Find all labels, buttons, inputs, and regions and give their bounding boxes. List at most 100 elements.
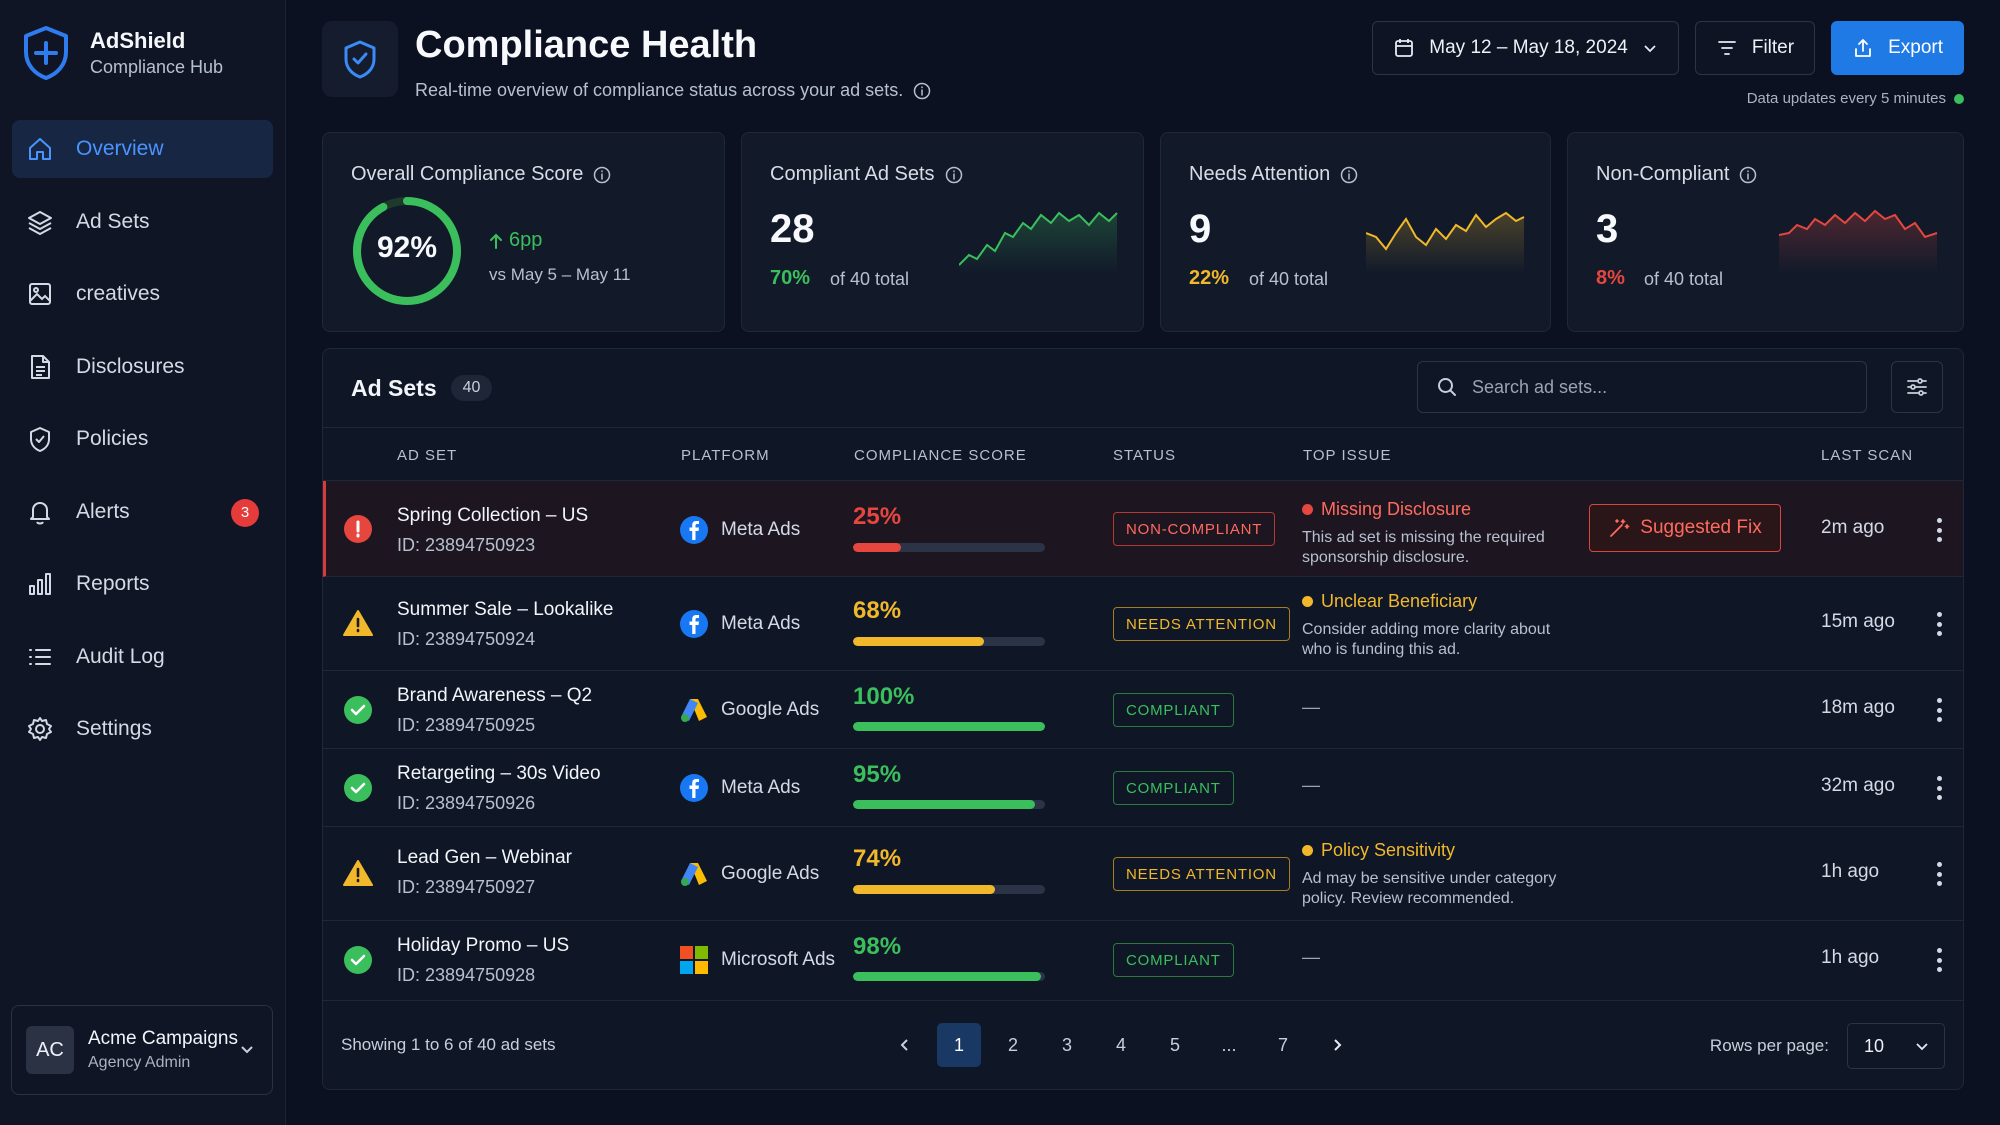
- info-icon[interactable]: [593, 166, 611, 184]
- row-actions-menu[interactable]: [1927, 859, 1951, 889]
- sidebar-item-policies[interactable]: Policies: [12, 410, 273, 468]
- compliance-score: 100%: [853, 683, 915, 710]
- ad-set-name[interactable]: Summer Sale – Lookalike: [397, 599, 614, 620]
- ad-set-name[interactable]: Spring Collection – US: [397, 505, 589, 526]
- issue-dot: [1302, 845, 1313, 856]
- column-settings-button[interactable]: [1891, 361, 1943, 413]
- export-button[interactable]: Export: [1831, 21, 1964, 75]
- sidebar-item-settings[interactable]: Settings: [12, 700, 273, 758]
- table-row[interactable]: Lead Gen – Webinar ID: 23894750927 Googl…: [323, 827, 1963, 921]
- brand-name: AdShield: [90, 28, 186, 53]
- suggested-fix-button[interactable]: Suggested Fix: [1589, 504, 1781, 552]
- score-bar: [853, 637, 1045, 646]
- card-title-text: Overall Compliance Score: [351, 163, 584, 185]
- account-switcher[interactable]: AC Acme Campaigns Agency Admin: [11, 1005, 273, 1095]
- column-header-compliance-score[interactable]: COMPLIANCE SCORE: [854, 447, 1027, 464]
- score-value: 92%: [376, 231, 438, 264]
- top-issue-empty: —: [1302, 775, 1320, 795]
- sidebar-item-disclosures[interactable]: Disclosures: [12, 338, 273, 396]
- column-header-last-scan[interactable]: LAST SCAN: [1821, 447, 1914, 464]
- shield-logo-icon: [24, 26, 68, 80]
- compliant-sparkline: [959, 211, 1118, 273]
- page-button[interactable]: 4: [1115, 1034, 1126, 1055]
- table-row[interactable]: Holiday Promo – US ID: 23894750928 Micro…: [323, 921, 1963, 1001]
- sidebar-item-creatives[interactable]: creatives: [12, 265, 273, 323]
- column-header-ad-set[interactable]: AD SET: [397, 447, 458, 464]
- alerts-count-badge: 3: [231, 498, 259, 527]
- gear-icon: [28, 717, 52, 741]
- ad-set-name[interactable]: Retargeting – 30s Video: [397, 763, 601, 784]
- sidebar: AdShield Compliance Hub Overview Ad Sets…: [0, 0, 286, 1125]
- prev-page-button[interactable]: [883, 1023, 927, 1067]
- page-button[interactable]: 3: [1061, 1034, 1072, 1055]
- table-row[interactable]: Spring Collection – US ID: 23894750923 M…: [323, 481, 1963, 577]
- score-bar: [853, 543, 1045, 552]
- sidebar-item-alerts[interactable]: Alerts 3: [12, 483, 273, 541]
- ad-set-id: ID: 23894750923: [397, 535, 536, 555]
- status-badge: COMPLIANT: [1113, 693, 1234, 727]
- page-ellipsis: ...: [1221, 1034, 1237, 1055]
- score-bar-fill: [853, 637, 984, 646]
- sidebar-item-reports[interactable]: Reports: [12, 555, 273, 613]
- page-button[interactable]: 5: [1169, 1034, 1180, 1055]
- table-row[interactable]: Brand Awareness – Q2 ID: 23894750925 Goo…: [323, 671, 1963, 749]
- sidebar-item-label: Overview: [76, 137, 164, 160]
- warning-icon: [343, 860, 373, 886]
- row-actions-menu[interactable]: [1927, 695, 1951, 725]
- ad-set-name[interactable]: Holiday Promo – US: [397, 935, 570, 956]
- date-range-picker[interactable]: May 12 – May 18, 2024: [1372, 21, 1679, 75]
- sidebar-item-ad-sets[interactable]: Ad Sets: [12, 193, 273, 251]
- search-box: [1417, 361, 1867, 413]
- sidebar-item-overview[interactable]: Overview: [12, 120, 273, 178]
- column-header-status[interactable]: STATUS: [1113, 447, 1176, 464]
- row-actions-menu[interactable]: [1927, 773, 1951, 803]
- table-row[interactable]: Summer Sale – Lookalike ID: 23894750924 …: [323, 577, 1963, 671]
- info-icon[interactable]: [945, 166, 963, 184]
- shield-icon: [30, 427, 50, 452]
- platform-cell: Google Ads: [679, 859, 819, 889]
- column-header-top-issue[interactable]: TOP ISSUE: [1303, 447, 1392, 464]
- row-actions-menu[interactable]: [1927, 945, 1951, 975]
- issue-title-text: Missing Disclosure: [1321, 499, 1472, 519]
- search-input[interactable]: [1472, 376, 1832, 398]
- chevron-left-icon: [900, 1039, 908, 1051]
- page-button[interactable]: 7: [1277, 1034, 1288, 1055]
- table-footer: Showing 1 to 6 of 40 ad sets 1 2 3 4 5 .…: [323, 1001, 1963, 1089]
- filter-button[interactable]: Filter: [1694, 21, 1816, 75]
- status-badge: NON-COMPLIANT: [1113, 512, 1276, 546]
- next-page-button[interactable]: [1315, 1023, 1359, 1067]
- ad-set-name[interactable]: Lead Gen – Webinar: [397, 847, 572, 868]
- needs-attention-sparkline: [1366, 211, 1525, 273]
- account-role: Agency Admin: [88, 1054, 191, 1071]
- overall-score-card: Overall Compliance Score 92% 6pp vs May …: [322, 132, 725, 332]
- rows-per-page-value: 10: [1864, 1035, 1885, 1056]
- page-button[interactable]: 1: [937, 1023, 981, 1067]
- ad-set-id: ID: 23894750928: [397, 965, 536, 985]
- row-actions-menu[interactable]: [1927, 515, 1951, 545]
- rows-per-page-select[interactable]: 10: [1847, 1023, 1945, 1069]
- sidebar-item-audit-log[interactable]: Audit Log: [12, 628, 273, 686]
- info-icon[interactable]: [1739, 166, 1757, 184]
- non-compliant-total: of 40 total: [1644, 269, 1724, 289]
- row-actions-menu[interactable]: [1927, 609, 1951, 639]
- ad-sets-panel: Ad Sets 40 AD SET PLATFORM COMPLIANCE SC…: [322, 348, 1964, 1090]
- rows-per-page-label: Rows per page:: [1709, 1036, 1829, 1055]
- meta-ads-icon: [680, 610, 708, 638]
- table-row[interactable]: Retargeting – 30s Video ID: 23894750926 …: [323, 749, 1963, 827]
- non-compliant-count: 3: [1596, 207, 1619, 251]
- compliance-score: 74%: [853, 845, 902, 872]
- last-scan: 32m ago: [1821, 775, 1895, 796]
- main-content: Compliance Health Real-time overview of …: [286, 0, 2000, 1125]
- info-icon[interactable]: [1340, 166, 1358, 184]
- platform-cell: Microsoft Ads: [679, 945, 835, 975]
- page-button[interactable]: 2: [1007, 1034, 1018, 1055]
- compliance-score: 98%: [853, 933, 902, 960]
- sidebar-item-label: Disclosures: [76, 354, 185, 378]
- status-badge: COMPLIANT: [1113, 943, 1234, 977]
- column-header-platform[interactable]: PLATFORM: [681, 447, 770, 464]
- info-icon[interactable]: [913, 82, 931, 100]
- header-actions: May 12 – May 18, 2024 Filter Export: [1372, 21, 1964, 75]
- ad-set-name[interactable]: Brand Awareness – Q2: [397, 685, 593, 706]
- score-bar-fill: [853, 972, 1042, 981]
- issue-title-text: Unclear Beneficiary: [1321, 591, 1478, 611]
